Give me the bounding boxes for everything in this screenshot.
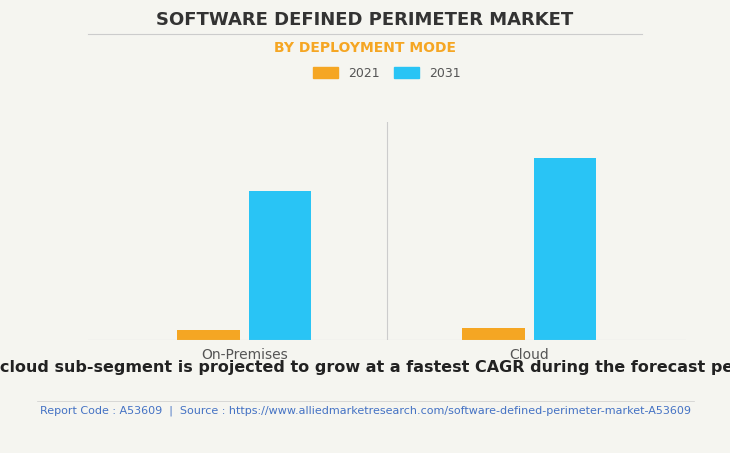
Text: The cloud sub-segment is projected to grow at a fastest CAGR during the forecast: The cloud sub-segment is projected to gr… <box>0 360 730 375</box>
Text: Report Code : A53609  |  Source : https://www.alliedmarketresearch.com/software-: Report Code : A53609 | Source : https://… <box>39 405 691 416</box>
Text: SOFTWARE DEFINED PERIMETER MARKET: SOFTWARE DEFINED PERIMETER MARKET <box>156 11 574 29</box>
Bar <box>249 192 312 340</box>
Legend: 2021, 2031: 2021, 2031 <box>309 63 465 84</box>
Text: BY DEPLOYMENT MODE: BY DEPLOYMENT MODE <box>274 41 456 55</box>
Bar <box>177 330 240 340</box>
Bar <box>462 328 525 340</box>
Bar <box>534 158 596 340</box>
